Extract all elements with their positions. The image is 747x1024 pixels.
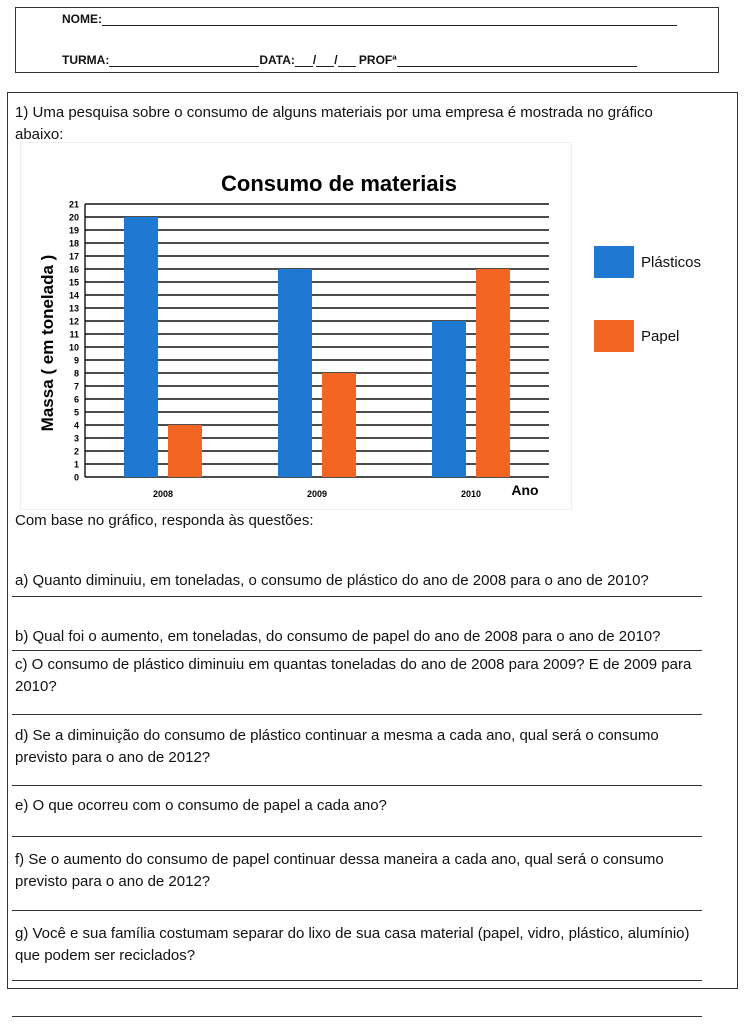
date-separator: / — [312, 53, 317, 67]
bar-papel-2010 — [476, 269, 510, 477]
instructions: Com base no gráfico, responda às questõe… — [15, 512, 314, 529]
question-d: d) Se a diminuição do consumo de plástic… — [15, 727, 659, 766]
y-tick-label: 5 — [74, 408, 79, 418]
question-c: c) O consumo de plástico diminuiu em qua… — [15, 656, 692, 695]
date-month-field[interactable] — [316, 54, 335, 67]
class-row: TURMA: DATA: / / PROFª — [62, 53, 637, 67]
y-tick-label: 17 — [69, 252, 79, 262]
bar-chart: Consumo de materiais Massa ( em tonelada… — [38, 171, 549, 499]
class-label: TURMA: — [62, 53, 110, 67]
question-b: b) Qual foi o aumento, em toneladas, do … — [15, 628, 661, 645]
legend-label-plasticos: Plásticos — [641, 254, 702, 271]
y-tick-label: 2 — [74, 447, 79, 457]
x-tick-label: 2008 — [153, 489, 173, 499]
answer-line-g[interactable] — [12, 980, 702, 981]
y-tick-label: 21 — [69, 200, 79, 210]
teacher-field[interactable] — [396, 54, 637, 67]
bar-plásticos-2008 — [124, 217, 158, 477]
legend-label-papel: Papel — [641, 328, 680, 345]
y-tick-label: 9 — [74, 356, 79, 366]
y-tick-label: 1 — [74, 460, 79, 470]
y-tick-label: 13 — [69, 304, 79, 314]
y-tick-label: 10 — [69, 343, 79, 353]
answer-line-g-2[interactable] — [12, 1016, 702, 1017]
date-year-field[interactable] — [337, 54, 356, 67]
question-e: e) O que ocorreu com o consumo de papel … — [15, 797, 387, 814]
y-tick-label: 14 — [69, 291, 79, 301]
y-axis-label: Massa ( em tonelada ) — [38, 255, 57, 432]
y-tick-label: 8 — [74, 369, 79, 379]
teacher-label: PROFª — [358, 53, 397, 67]
question-intro: 1) Uma pesquisa sobre o consumo de algun… — [15, 104, 653, 143]
y-tick-label: 4 — [74, 421, 79, 431]
question-box — [7, 92, 738, 989]
x-tick-label: 2009 — [307, 489, 327, 499]
bar-papel-2008 — [168, 425, 202, 477]
answer-line-a[interactable] — [12, 596, 702, 597]
y-tick-label: 19 — [69, 226, 79, 236]
y-tick-label: 6 — [74, 395, 79, 405]
answer-line-f[interactable] — [12, 910, 702, 911]
question-g: g) Você e sua família costumam separar d… — [15, 925, 690, 964]
y-tick-label: 18 — [69, 239, 79, 249]
y-tick-label: 12 — [69, 317, 79, 327]
x-tick-label: 2010 — [461, 489, 481, 499]
name-row: NOME: — [62, 12, 677, 26]
date-day-field[interactable] — [294, 54, 313, 67]
date-label: DATA: — [259, 53, 295, 67]
class-field[interactable] — [109, 54, 260, 67]
answer-line-e[interactable] — [12, 836, 702, 837]
bar-plásticos-2010 — [432, 321, 466, 477]
legend-swatch-papel — [594, 320, 634, 352]
y-tick-label: 0 — [74, 473, 79, 483]
answer-line-c[interactable] — [12, 714, 702, 715]
y-tick-label: 7 — [74, 382, 79, 392]
question-f: f) Se o aumento do consumo de papel cont… — [15, 851, 664, 890]
bar-papel-2009 — [322, 373, 356, 477]
legend-swatch-plasticos — [594, 246, 634, 278]
name-label: NOME: — [62, 12, 102, 26]
date-separator: / — [334, 53, 338, 67]
x-axis-label: Ano — [511, 482, 538, 498]
student-info-box: NOME: TURMA: DATA: / / PROFª — [15, 7, 719, 73]
y-tick-label: 11 — [69, 330, 79, 340]
y-tick-label: 3 — [74, 434, 79, 444]
y-tick-label: 15 — [69, 278, 79, 288]
y-tick-label: 16 — [69, 265, 79, 275]
answer-line-b[interactable] — [12, 650, 702, 651]
y-tick-label: 20 — [69, 213, 79, 223]
chart-container: Consumo de materiais Massa ( em tonelada… — [20, 142, 572, 510]
bar-plásticos-2009 — [278, 269, 312, 477]
question-a: a) Quanto diminuiu, em toneladas, o cons… — [15, 572, 649, 589]
name-field[interactable] — [102, 13, 677, 26]
answer-line-d[interactable] — [12, 785, 702, 786]
chart-title: Consumo de materiais — [221, 171, 457, 196]
